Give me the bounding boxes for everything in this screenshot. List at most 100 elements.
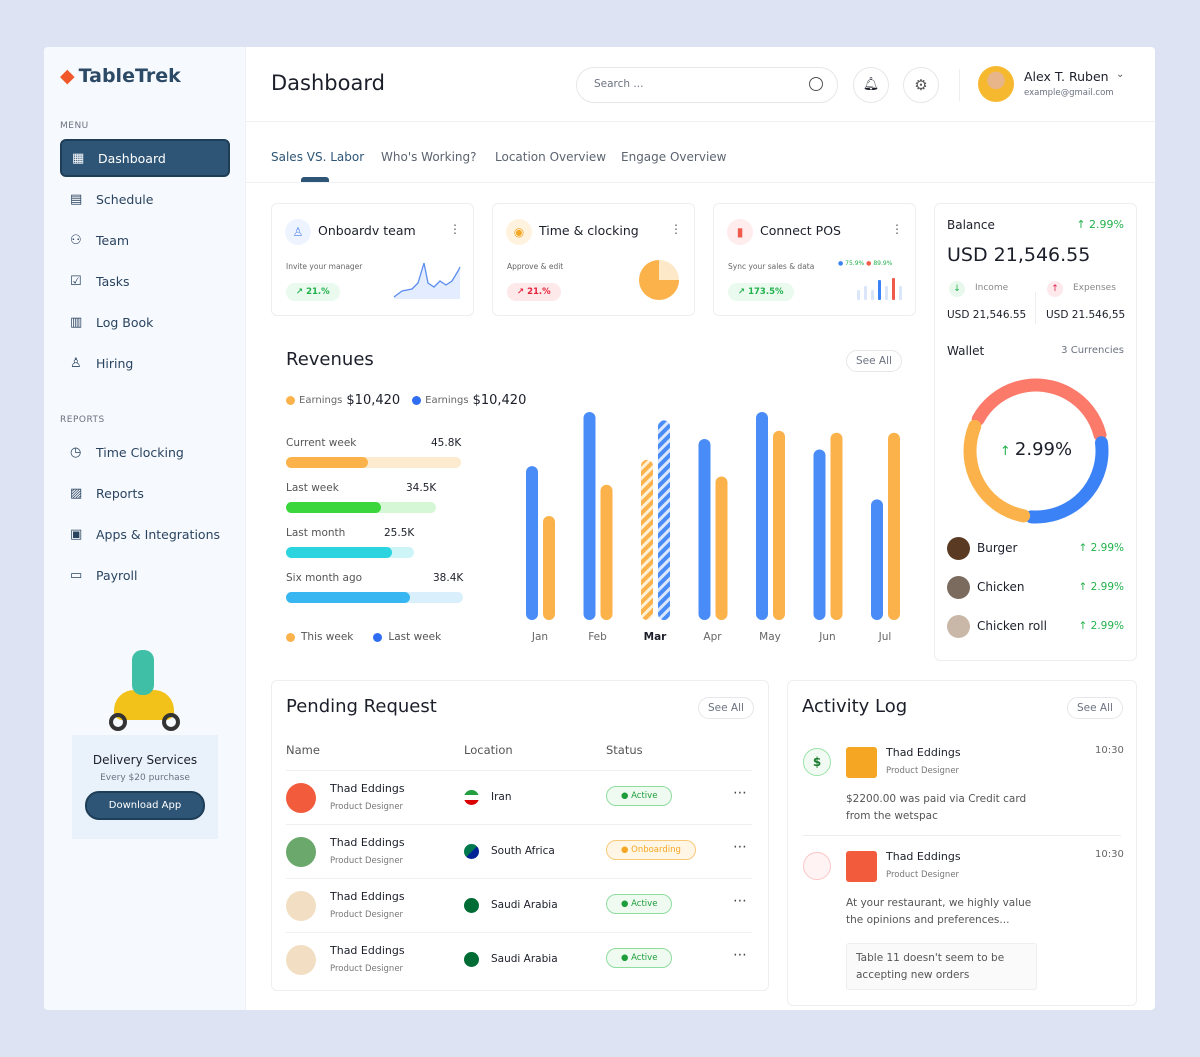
sidebar-item-hiring[interactable]: ♙ Hiring <box>70 355 134 371</box>
expenses-amount: USD 21.546,55 <box>1046 309 1126 321</box>
bar-feb-series-2[interactable] <box>600 484 613 620</box>
change-badge: ↗ 21.% <box>507 283 561 301</box>
sidebar-item-reports[interactable]: ▨ Reports <box>70 485 144 501</box>
bar-jan-series-1[interactable] <box>526 466 538 620</box>
widget-card[interactable]: ◉ Time & clocking ⋮ Approve & edit ↗ 21.… <box>492 203 695 316</box>
team-icon: ⚇ <box>70 232 82 248</box>
sidebar-item-apps-integrations[interactable]: ▣ Apps & Integrations <box>70 526 221 542</box>
activity-text: At your restaurant, we highly value the o… <box>846 897 1032 926</box>
sidebar-item-dashboard[interactable]: ▦ Dashboard <box>60 139 230 177</box>
progress-bar <box>286 592 463 603</box>
bar-jan-series-2[interactable] <box>543 516 555 620</box>
bar-apr-series-2[interactable] <box>715 476 728 620</box>
progress-value: 34.5K <box>406 482 437 494</box>
flag-icon <box>464 898 479 913</box>
bar-jul-series-1[interactable] <box>871 499 883 620</box>
download-app-button[interactable]: Download App <box>84 791 206 820</box>
more-options-icon[interactable]: ⋯ <box>733 947 747 963</box>
sidebar-item-team[interactable]: ⚇ Team <box>70 232 130 248</box>
x-tick-label: Jan <box>531 631 548 643</box>
search-input[interactable]: Search ... <box>576 67 838 103</box>
food-thumbnail <box>947 576 970 599</box>
pending-title: Pending Request <box>286 696 437 717</box>
sidebar-item-time-clocking[interactable]: ◷ Time Clocking <box>70 444 184 460</box>
pie-chart <box>639 260 679 300</box>
activity-note: Table 11 doesn't seem to be accepting new… <box>846 943 1037 990</box>
tab-whos-working[interactable]: Who's Working? <box>381 150 477 164</box>
book-icon: ▥ <box>70 314 83 330</box>
activity-time: 10:30 <box>1095 849 1124 860</box>
grid-icon: ▦ <box>72 150 85 166</box>
chevron-down-icon[interactable]: ⌄ <box>1116 69 1125 80</box>
page-title: Dashboard <box>271 71 385 95</box>
activity-time: 10:30 <box>1095 745 1124 756</box>
donut-segment <box>963 378 1109 524</box>
bar-mar-series-2[interactable] <box>641 459 653 620</box>
user-email: example@gmail.com <box>1024 88 1114 98</box>
flag-icon <box>464 844 479 859</box>
table-row[interactable]: Thad Eddings Product Designer Saudi Arab… <box>286 878 752 932</box>
sidebar-item-schedule[interactable]: ▤ Schedule <box>70 191 154 207</box>
food-thumbnail <box>947 615 970 638</box>
widget-card[interactable]: ♙ Onboardv team ⋮ Invite your manager ↗ … <box>271 203 474 316</box>
more-options-icon[interactable]: ⋯ <box>733 839 747 855</box>
progress-fill <box>286 547 393 558</box>
table-row[interactable]: Thad Eddings Product Designer South Afri… <box>286 824 752 878</box>
bar-mar-series-1[interactable] <box>658 420 670 620</box>
more-options-icon[interactable]: ⋮ <box>670 222 682 236</box>
pending-see-all-button[interactable]: See All <box>698 697 754 719</box>
more-options-icon[interactable]: ⋯ <box>733 893 747 909</box>
table-row[interactable]: Thad Eddings Product Designer Saudi Arab… <box>286 932 752 986</box>
user-add-icon: ♙ <box>70 355 82 371</box>
bar-feb-series-1[interactable] <box>583 412 596 620</box>
clock-icon: ◉ <box>506 219 532 245</box>
table-row[interactable]: Thad Eddings Product Designer Iran ● Act… <box>286 770 752 824</box>
progress-label: Last week <box>286 482 339 494</box>
x-tick-label: May <box>759 631 781 643</box>
tab-engage-overview[interactable]: Engage Overview <box>621 150 727 164</box>
progress-bar <box>286 457 461 468</box>
sidebar: ◆ TableTrek MENU REPORTS Delivery Service… <box>44 47 246 1010</box>
earnings-legend: Earnings $10,420 Earnings $10,420 <box>286 393 526 408</box>
calendar-icon: ▤ <box>70 191 83 207</box>
user-icon: ♙ <box>285 219 311 245</box>
balance-change: ↑ 2.99% <box>1076 218 1124 231</box>
avatar <box>286 891 316 921</box>
activity-see-all-button[interactable]: See All <box>1067 697 1123 719</box>
avatar[interactable] <box>978 66 1014 102</box>
flag-icon <box>464 790 479 805</box>
sidebar-item-payroll[interactable]: ▭ Payroll <box>70 567 138 583</box>
revenues-see-all-button[interactable]: See All <box>846 350 902 372</box>
change-badge: ↗ 173.5% <box>728 283 794 301</box>
bar-may-series-2[interactable] <box>773 430 785 620</box>
revenue-bar-chart: Jan Feb Mar Apr May Jun Jul <box>526 412 900 643</box>
status-badge: ● Active <box>606 786 673 806</box>
tab-location-overview[interactable]: Location Overview <box>495 150 607 164</box>
user-name[interactable]: Alex T. Ruben <box>1024 69 1109 84</box>
progress-bar <box>286 547 414 558</box>
tab-sales-vs-labor[interactable]: Sales VS. Labor <box>271 150 365 164</box>
bar-jun-series-1[interactable] <box>813 449 826 620</box>
more-options-icon[interactable]: ⋯ <box>733 785 747 801</box>
avatar <box>286 945 316 975</box>
donut-segment <box>963 378 1109 524</box>
column-status: Status <box>606 743 643 757</box>
wallet-item-name: Chicken <box>977 580 1025 594</box>
more-options-icon[interactable]: ⋮ <box>891 222 903 236</box>
sidebar-item-log-book[interactable]: ▥ Log Book <box>70 314 154 330</box>
bar-apr-series-1[interactable] <box>698 439 711 620</box>
food-thumbnail <box>947 537 970 560</box>
column-name: Name <box>286 743 320 757</box>
sidebar-item-tasks[interactable]: ☑ Tasks <box>70 273 130 289</box>
progress-fill <box>286 502 381 513</box>
bell-icon[interactable]: 🔔︎ <box>853 67 889 103</box>
bar-may-series-1[interactable] <box>756 412 768 620</box>
more-options-icon[interactable]: ⋮ <box>449 222 461 236</box>
gear-icon[interactable]: ⚙ <box>903 67 939 103</box>
dollar-icon: $ <box>803 748 831 776</box>
bar-jun-series-2[interactable] <box>830 432 843 620</box>
widget-card[interactable]: ▮ Connect POS ⋮ Sync your sales & data ↗… <box>713 203 916 316</box>
bar-jul-series-2[interactable] <box>888 432 900 620</box>
column-location: Location <box>464 743 513 757</box>
flag-icon <box>464 952 479 967</box>
